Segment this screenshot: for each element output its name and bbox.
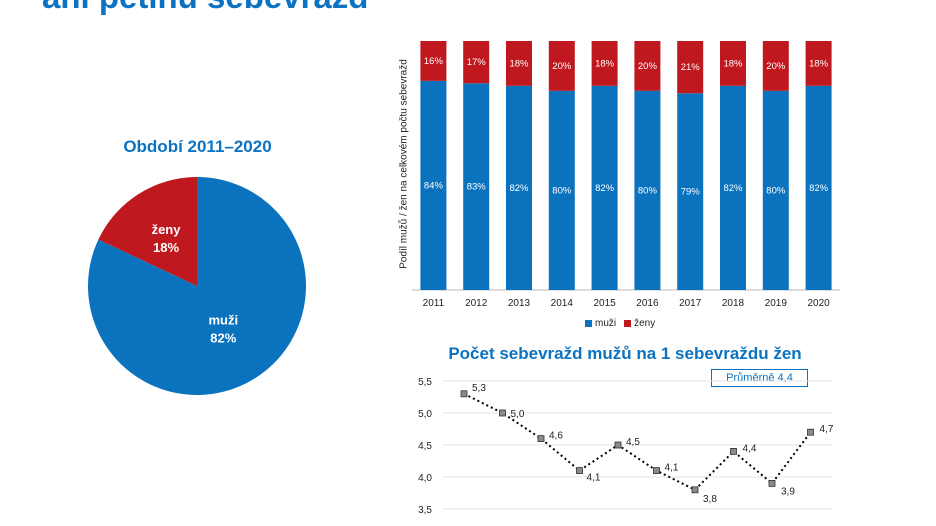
- line-y-tick-2: 4,5: [418, 441, 432, 452]
- line-y-tick-0: 5,5: [418, 377, 432, 388]
- bar-x-tick-2013: 2013: [508, 298, 531, 309]
- bar-x-tick-2020: 2020: [807, 298, 830, 309]
- bar-label-women-2012: 17%: [467, 57, 487, 68]
- bar-label-women-2020: 18%: [809, 58, 829, 69]
- legend-swatch-men: [585, 320, 592, 327]
- bar-x-tick-2017: 2017: [679, 298, 702, 309]
- bar-women-2017: [677, 41, 704, 94]
- bar-label-women-2015: 18%: [595, 58, 615, 69]
- bar-label-men-2011: 84%: [424, 180, 444, 191]
- bar-label-women-2014: 20%: [552, 61, 572, 72]
- line-point-label-2018: 4,4: [743, 443, 757, 454]
- line-point-label-2014: 4,1: [587, 473, 601, 484]
- line-point-label-2020: 4,7: [820, 424, 834, 435]
- pie-label-men: muži: [208, 312, 238, 327]
- bar-x-tick-2018: 2018: [722, 298, 745, 309]
- bar-x-tick-2014: 2014: [551, 298, 574, 309]
- bar-label-women-2011: 16%: [424, 56, 444, 67]
- bar-label-men-2013: 82%: [509, 183, 529, 194]
- bar-label-men-2020: 82%: [809, 183, 829, 194]
- bar-men-2015: [591, 85, 618, 290]
- bar-women-2018: [720, 41, 746, 86]
- bar-x-tick-2016: 2016: [636, 298, 659, 309]
- bar-x-tick-2011: 2011: [423, 298, 445, 309]
- bar-label-men-2019: 80%: [766, 185, 786, 196]
- bar-x-tick-2012: 2012: [465, 298, 488, 309]
- legend-swatch-women: [624, 320, 632, 327]
- line-point-label-2011: 5,3: [472, 383, 486, 394]
- line-point-2012: [499, 409, 506, 417]
- bar-men-2020: [805, 85, 832, 290]
- pie-slice-women: [98, 177, 197, 286]
- bar-men-2013: [506, 85, 532, 290]
- bar-label-men-2017: 79%: [681, 187, 701, 198]
- legend-item-women: ženy: [624, 318, 655, 329]
- line-point-2015: [614, 441, 622, 449]
- bar-men-2011: [420, 80, 447, 290]
- bar-women-2013: [506, 41, 532, 86]
- line-point-2020: [807, 428, 814, 436]
- line-point-label-2017: 3,8: [703, 494, 717, 505]
- bar-men-2019: [762, 90, 789, 290]
- bar-men-2014: [548, 90, 575, 290]
- line-point-2013: [537, 435, 545, 443]
- line-point-2018: [730, 447, 737, 455]
- bar-label-men-2018: 82%: [723, 183, 743, 194]
- bar-label-women-2016: 20%: [638, 61, 658, 72]
- bar-men-2012: [463, 83, 490, 290]
- line-series-ratio: [463, 392, 812, 492]
- bar-x-tick-2019: 2019: [765, 298, 788, 309]
- bar-women-2014: [548, 41, 575, 91]
- pie-label-women: ženy: [152, 222, 182, 237]
- bar-men-2017: [677, 93, 704, 290]
- line-point-label-2015: 4,5: [626, 437, 640, 448]
- bar-label-men-2014: 80%: [552, 185, 572, 196]
- bar-chart-legend: muži ženy: [585, 318, 655, 329]
- bar-x-tick-2015: 2015: [593, 298, 616, 309]
- pie-value-men: 82%: [210, 330, 236, 345]
- line-point-2016: [653, 467, 660, 475]
- bar-label-women-2018: 18%: [723, 58, 743, 69]
- line-point-label-2012: 5,0: [511, 409, 525, 420]
- bar-women-2020: [805, 41, 832, 86]
- bar-women-2015: [591, 41, 618, 86]
- bar-men-2016: [634, 90, 661, 290]
- line-y-tick-1: 5,0: [418, 409, 432, 420]
- legend-label-women: ženy: [634, 318, 656, 329]
- line-point-2011: [460, 390, 468, 398]
- pie-value-women: 18%: [153, 240, 179, 255]
- line-y-tick-3: 4,0: [418, 473, 432, 484]
- line-point-2014: [576, 467, 583, 475]
- bar-label-men-2015: 82%: [595, 183, 615, 194]
- bar-women-2012: [463, 41, 490, 84]
- bar-women-2019: [762, 41, 789, 91]
- bar-women-2011: [420, 41, 447, 81]
- line-y-tick-4: 3,5: [418, 505, 432, 516]
- line-chart-title: Počet sebevražd mužů na 1 sebevraždu žen: [448, 344, 802, 363]
- bar-label-women-2013: 18%: [509, 58, 529, 69]
- bar-label-women-2017: 21%: [681, 62, 701, 73]
- bar-men-2018: [720, 85, 746, 290]
- bar-label-men-2016: 80%: [638, 185, 658, 196]
- legend-item-men: muži: [585, 318, 616, 329]
- line-point-2019: [768, 479, 776, 487]
- slide-title: ani pětinu sebevražd: [42, 0, 368, 16]
- legend-label-men: muži: [595, 318, 617, 329]
- line-point-label-2019: 3,9: [781, 486, 795, 497]
- bar-women-2016: [634, 41, 661, 91]
- bar-label-men-2012: 83%: [467, 182, 487, 193]
- line-point-label-2013: 4,6: [549, 431, 563, 442]
- line-point-2017: [691, 486, 699, 494]
- pie-chart-title: Období 2011–2020: [123, 137, 272, 156]
- pie-slice-men: [88, 177, 307, 395]
- line-point-label-2016: 4,1: [665, 463, 679, 474]
- bar-label-women-2019: 20%: [766, 61, 786, 72]
